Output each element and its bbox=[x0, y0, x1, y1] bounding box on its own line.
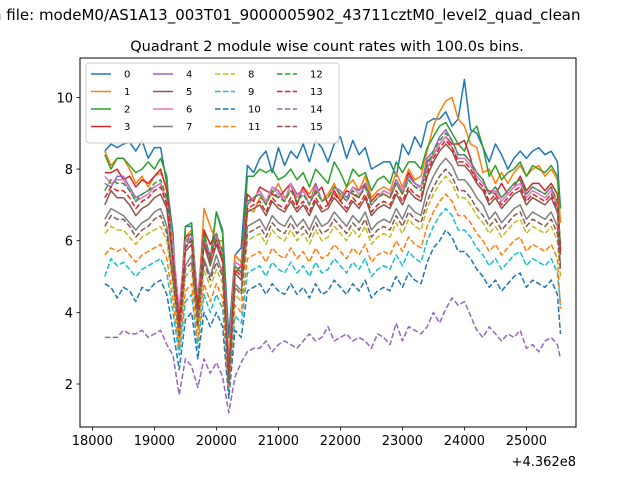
legend-label-0: 0 bbox=[124, 70, 130, 81]
legend-label-15: 15 bbox=[310, 122, 323, 133]
legend-label-9: 9 bbox=[248, 87, 254, 98]
legend-label-3: 3 bbox=[124, 122, 130, 133]
legend-box bbox=[85, 62, 340, 144]
y-tick-label: 6 bbox=[65, 235, 73, 250]
x-tick-label: 19000 bbox=[134, 434, 175, 449]
x-tick-label: 24000 bbox=[444, 434, 485, 449]
plot-lines bbox=[104, 78, 562, 414]
series-line-11 bbox=[104, 193, 562, 389]
plot-area-frame bbox=[79, 57, 577, 428]
x-tick-label: 20000 bbox=[196, 434, 237, 449]
x-tick-label: 18000 bbox=[72, 434, 113, 449]
y-tick-label: 4 bbox=[65, 306, 73, 321]
y-tick-label: 10 bbox=[56, 91, 73, 106]
legend-label-8: 8 bbox=[248, 70, 254, 81]
legend-label-12: 12 bbox=[310, 70, 323, 81]
x-tick-label: 22000 bbox=[320, 434, 361, 449]
series-line-9 bbox=[104, 207, 562, 392]
series-line-10 bbox=[104, 229, 562, 400]
legend-label-10: 10 bbox=[248, 105, 261, 116]
legend-label-4: 4 bbox=[186, 70, 192, 81]
legend-label-6: 6 bbox=[186, 105, 192, 116]
y-axis: 2 4 6 8 10 bbox=[56, 91, 80, 393]
legend-label-14: 14 bbox=[310, 105, 323, 116]
series-line-14 bbox=[104, 297, 562, 414]
x-axis: 18000 19000 20000 21000 22000 23000 24000 25000 bbox=[72, 427, 547, 449]
legend-label-1: 1 bbox=[124, 87, 130, 98]
series-line-15 bbox=[104, 168, 562, 385]
figure-suptitle: n file: modeM0/AS1A13_003T01_9000005902_… bbox=[0, 6, 581, 25]
legend-label-5: 5 bbox=[186, 87, 192, 98]
legend-label-11: 11 bbox=[248, 122, 261, 133]
legend-label-13: 13 bbox=[310, 87, 323, 98]
legend-label-2: 2 bbox=[124, 105, 130, 116]
y-tick-label: 2 bbox=[65, 378, 73, 393]
y-tick-label: 8 bbox=[65, 163, 73, 178]
series-line-13 bbox=[104, 139, 562, 375]
x-tick-label: 25000 bbox=[506, 434, 547, 449]
series-line-8 bbox=[104, 175, 562, 385]
x-axis-offset-text: +4.362e8 bbox=[512, 455, 576, 470]
x-tick-label: 23000 bbox=[382, 434, 423, 449]
chart-title: Quadrant 2 module wise count rates with … bbox=[130, 39, 524, 55]
x-tick-label: 21000 bbox=[258, 434, 299, 449]
legend-label-7: 7 bbox=[186, 122, 192, 133]
